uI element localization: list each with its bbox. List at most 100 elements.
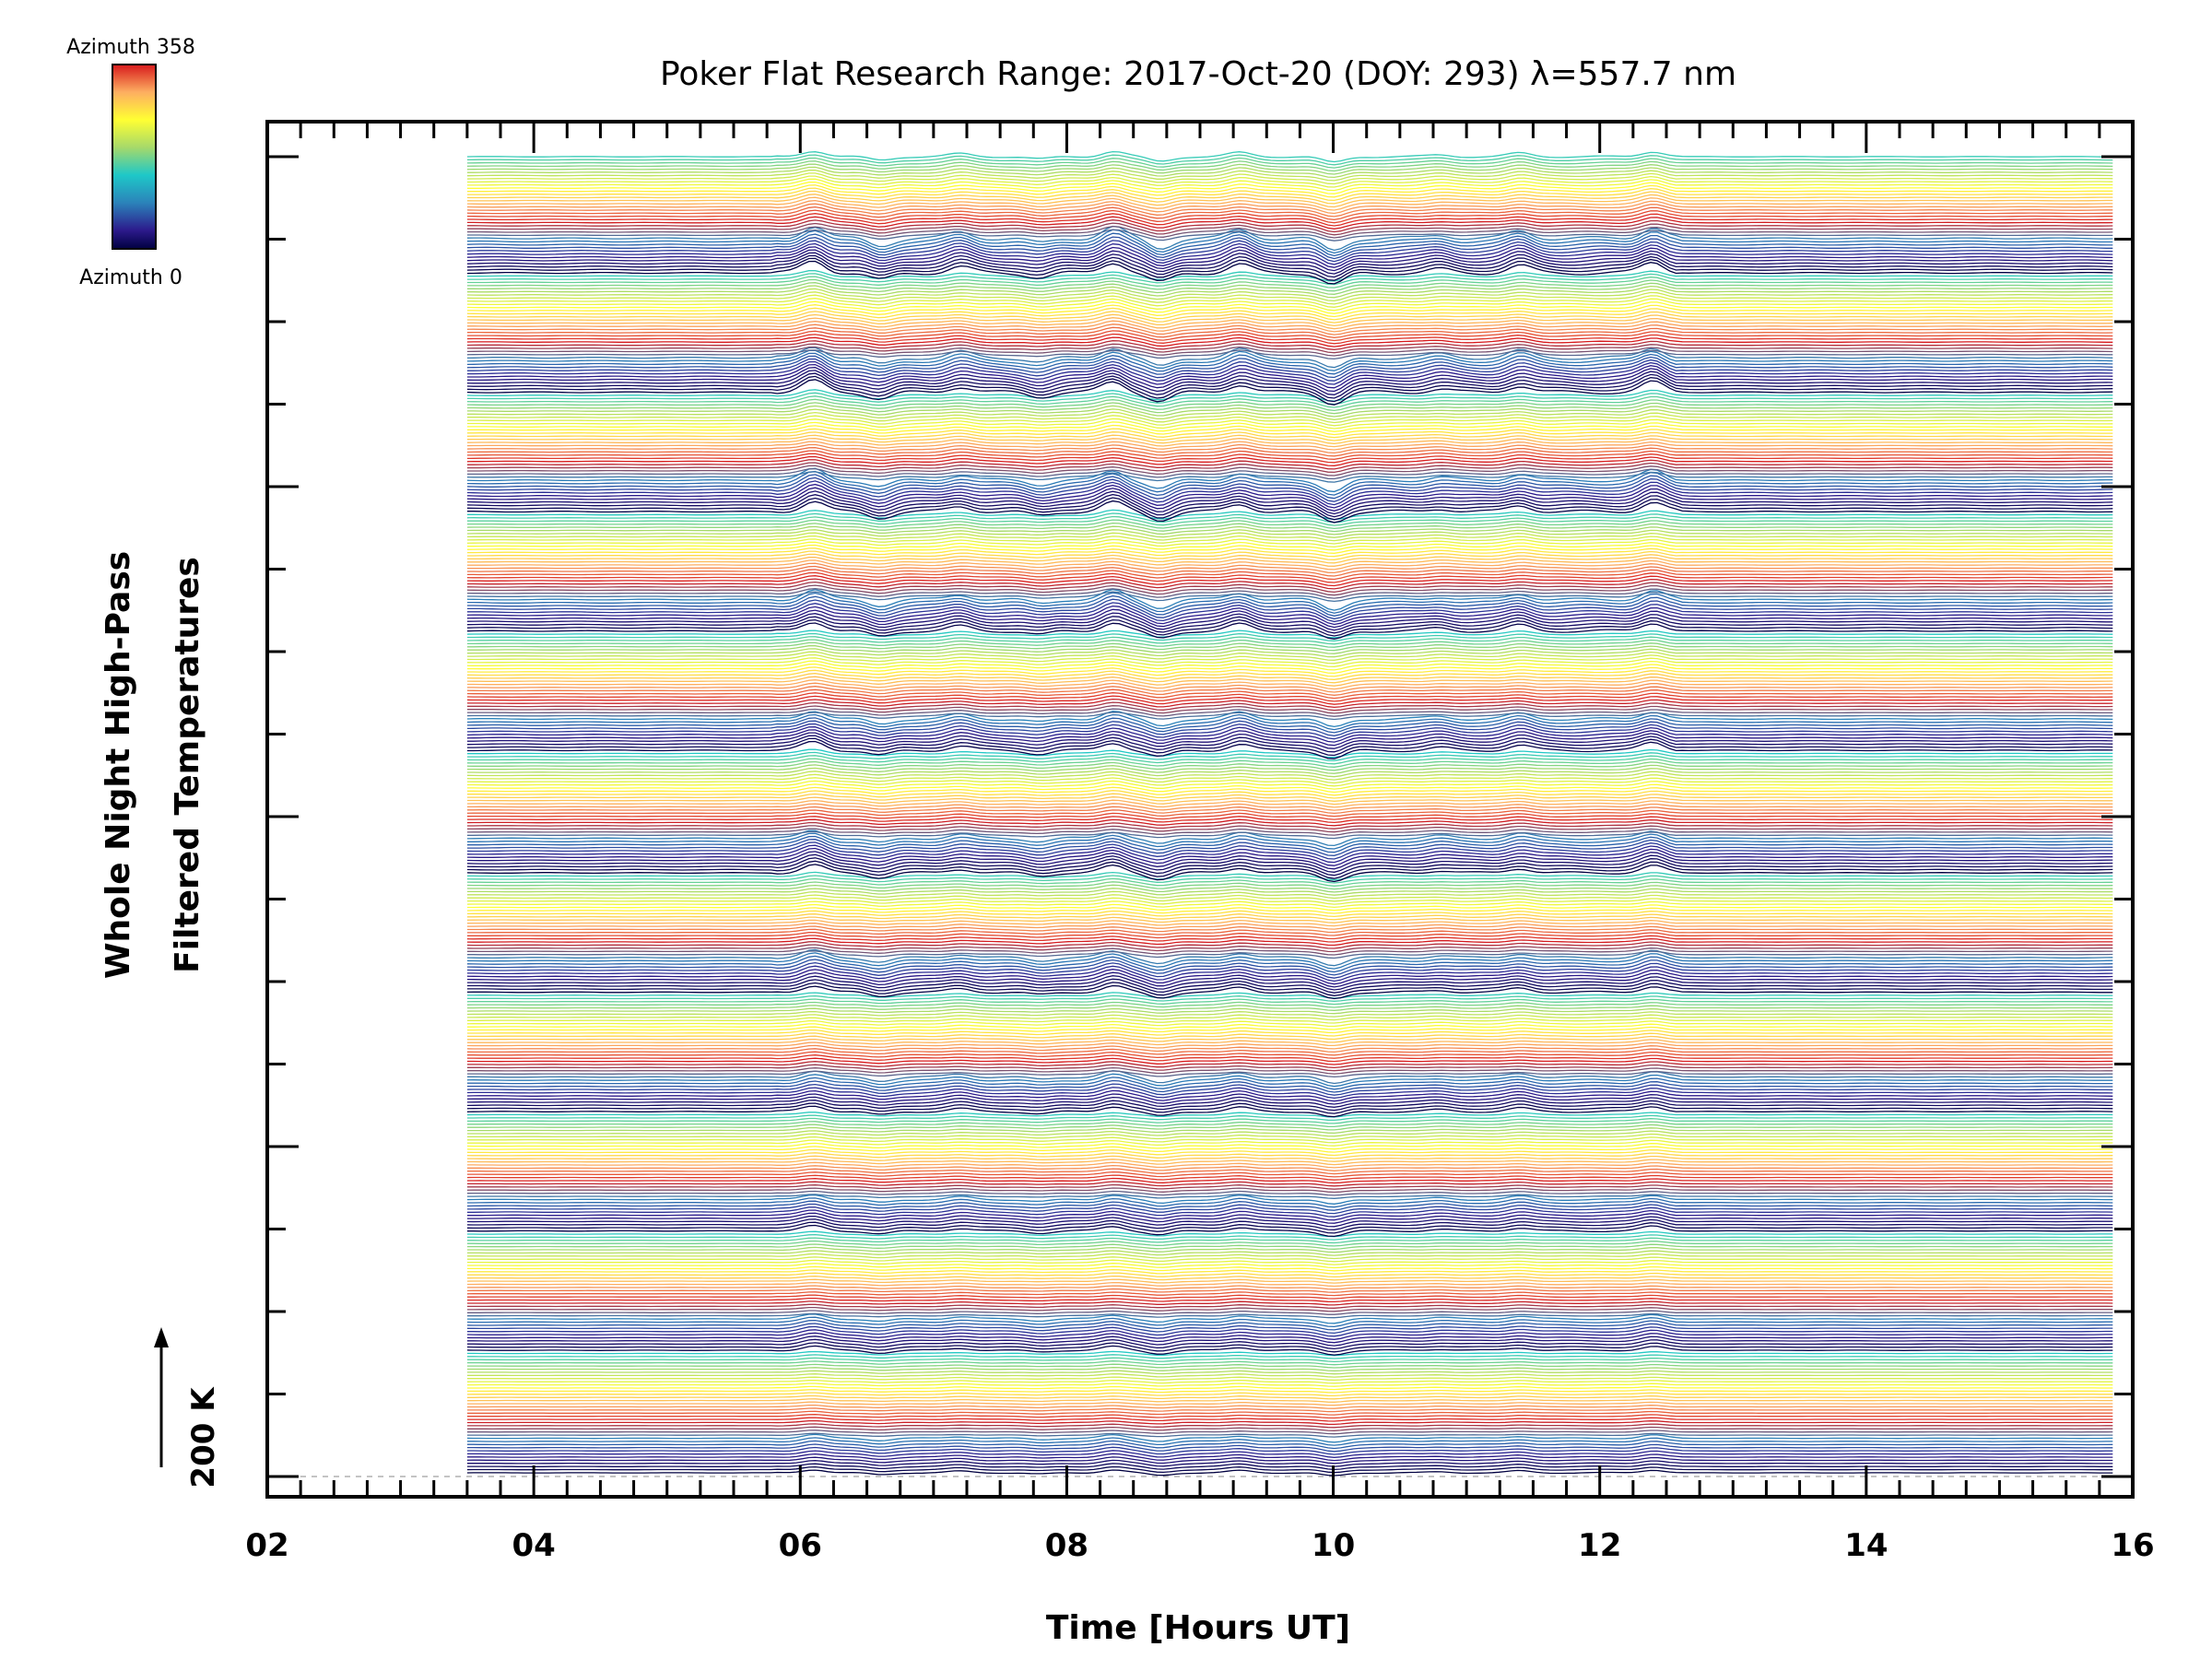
- temperature-trace: [466, 1164, 2113, 1171]
- temperature-trace: [466, 467, 2113, 493]
- temperature-trace: [466, 330, 2113, 342]
- temperature-trace: [466, 291, 2113, 305]
- temperature-trace: [466, 402, 2113, 415]
- temperature-trace: [466, 1161, 2113, 1169]
- temperature-trace: [466, 565, 2113, 577]
- temperature-trace: [466, 723, 2113, 740]
- temperature-trace: [466, 541, 2113, 551]
- temperature-trace: [466, 288, 2113, 302]
- temperature-trace: [466, 1463, 2113, 1471]
- temperature-trace: [466, 196, 2113, 211]
- trace-group: [466, 150, 2113, 1477]
- temperature-trace: [466, 632, 2113, 641]
- temperature-trace: [466, 1148, 2113, 1157]
- temperature-trace: [466, 947, 2113, 956]
- temperature-trace: [466, 1376, 2113, 1382]
- temperature-trace: [466, 1240, 2113, 1247]
- temperature-trace: [466, 1130, 2113, 1137]
- temperature-trace: [466, 992, 2113, 999]
- temperature-trace: [466, 786, 2113, 796]
- temperature-trace: [466, 1073, 2113, 1088]
- temperature-trace: [466, 884, 2113, 893]
- temperature-trace: [466, 352, 2113, 375]
- x-axis-label: Time [Hours UT]: [1046, 1609, 1350, 1647]
- temperature-trace: [466, 639, 2113, 648]
- temperature-trace: [466, 424, 2113, 436]
- temperature-trace: [466, 1382, 2113, 1387]
- temperature-trace: [466, 1117, 2113, 1124]
- temperature-trace: [466, 771, 2113, 781]
- temperature-trace: [466, 1350, 2113, 1357]
- temperature-trace: [466, 971, 2113, 988]
- temperature-trace: [466, 375, 2113, 403]
- temperature-trace: [466, 648, 2113, 658]
- temperature-trace: [466, 1054, 2113, 1063]
- temperature-trace: [466, 686, 2113, 696]
- temperature-trace: [466, 1066, 2113, 1075]
- temperature-trace: [466, 881, 2113, 890]
- temperature-trace: [466, 1159, 2113, 1166]
- temperature-trace: [466, 441, 2113, 451]
- temperature-trace: [466, 780, 2113, 790]
- temperature-trace: [466, 544, 2113, 554]
- temperature-trace: [466, 602, 2113, 623]
- temperature-trace: [466, 246, 2113, 268]
- temperature-trace: [466, 483, 2113, 509]
- temperature-trace: [466, 252, 2113, 275]
- temperature-trace: [466, 975, 2113, 991]
- temperature-trace: [466, 550, 2113, 560]
- temperature-trace: [466, 907, 2113, 914]
- temperature-trace: [466, 740, 2113, 759]
- temperature-trace: [466, 172, 2113, 185]
- temperature-trace: [466, 519, 2113, 530]
- temperature-trace: [466, 324, 2113, 335]
- temperature-trace: [466, 1114, 2113, 1122]
- y-ticks: [267, 155, 2133, 1478]
- temperature-trace: [466, 1456, 2113, 1465]
- temperature-trace: [466, 178, 2113, 192]
- temperature-trace: [466, 806, 2113, 815]
- temperature-trace: [466, 1194, 2113, 1205]
- temperature-trace: [466, 1168, 2113, 1175]
- temperature-trace: [466, 587, 2113, 599]
- temperature-trace: [466, 735, 2113, 753]
- colorbar-bottom-label: Azimuth 0: [79, 266, 182, 289]
- temperature-trace: [466, 1029, 2113, 1037]
- temperature-trace: [466, 1233, 2113, 1241]
- temperature-trace: [466, 1303, 2113, 1309]
- temperature-trace: [466, 1206, 2113, 1218]
- temperature-trace: [466, 708, 2113, 717]
- temperature-trace: [466, 984, 2113, 1000]
- temperature-trace: [466, 1278, 2113, 1284]
- temperature-trace: [466, 257, 2113, 281]
- temperature-trace: [466, 411, 2113, 424]
- temperature-trace: [466, 571, 2113, 583]
- temperature-trace: [466, 219, 2113, 233]
- temperature-trace: [466, 216, 2113, 229]
- temperature-trace: [466, 1268, 2113, 1275]
- temperature-trace: [466, 818, 2113, 827]
- temperature-trace: [466, 1017, 2113, 1024]
- temperature-trace: [466, 150, 2113, 163]
- temperature-trace: [466, 169, 2113, 182]
- temperature-trace: [466, 932, 2113, 940]
- temperature-trace: [466, 462, 2113, 474]
- temperature-trace: [466, 1385, 2113, 1391]
- temperature-trace: [466, 1440, 2113, 1450]
- temperature-trace: [466, 405, 2113, 418]
- temperature-trace: [466, 1414, 2113, 1419]
- temperature-trace: [466, 755, 2113, 765]
- temperature-trace: [466, 1014, 2113, 1021]
- temperature-trace: [466, 395, 2113, 408]
- temperature-trace: [466, 1146, 2113, 1153]
- temperature-trace: [466, 1010, 2113, 1018]
- temperature-trace: [466, 294, 2113, 308]
- temperature-trace: [466, 1102, 2113, 1114]
- temperature-trace: [466, 591, 2113, 603]
- temperature-trace: [466, 679, 2113, 690]
- temperature-trace: [466, 799, 2113, 808]
- temperature-trace: [466, 1294, 2113, 1300]
- temperature-trace: [466, 242, 2113, 265]
- temperature-trace: [466, 529, 2113, 538]
- temperature-trace: [466, 592, 2113, 614]
